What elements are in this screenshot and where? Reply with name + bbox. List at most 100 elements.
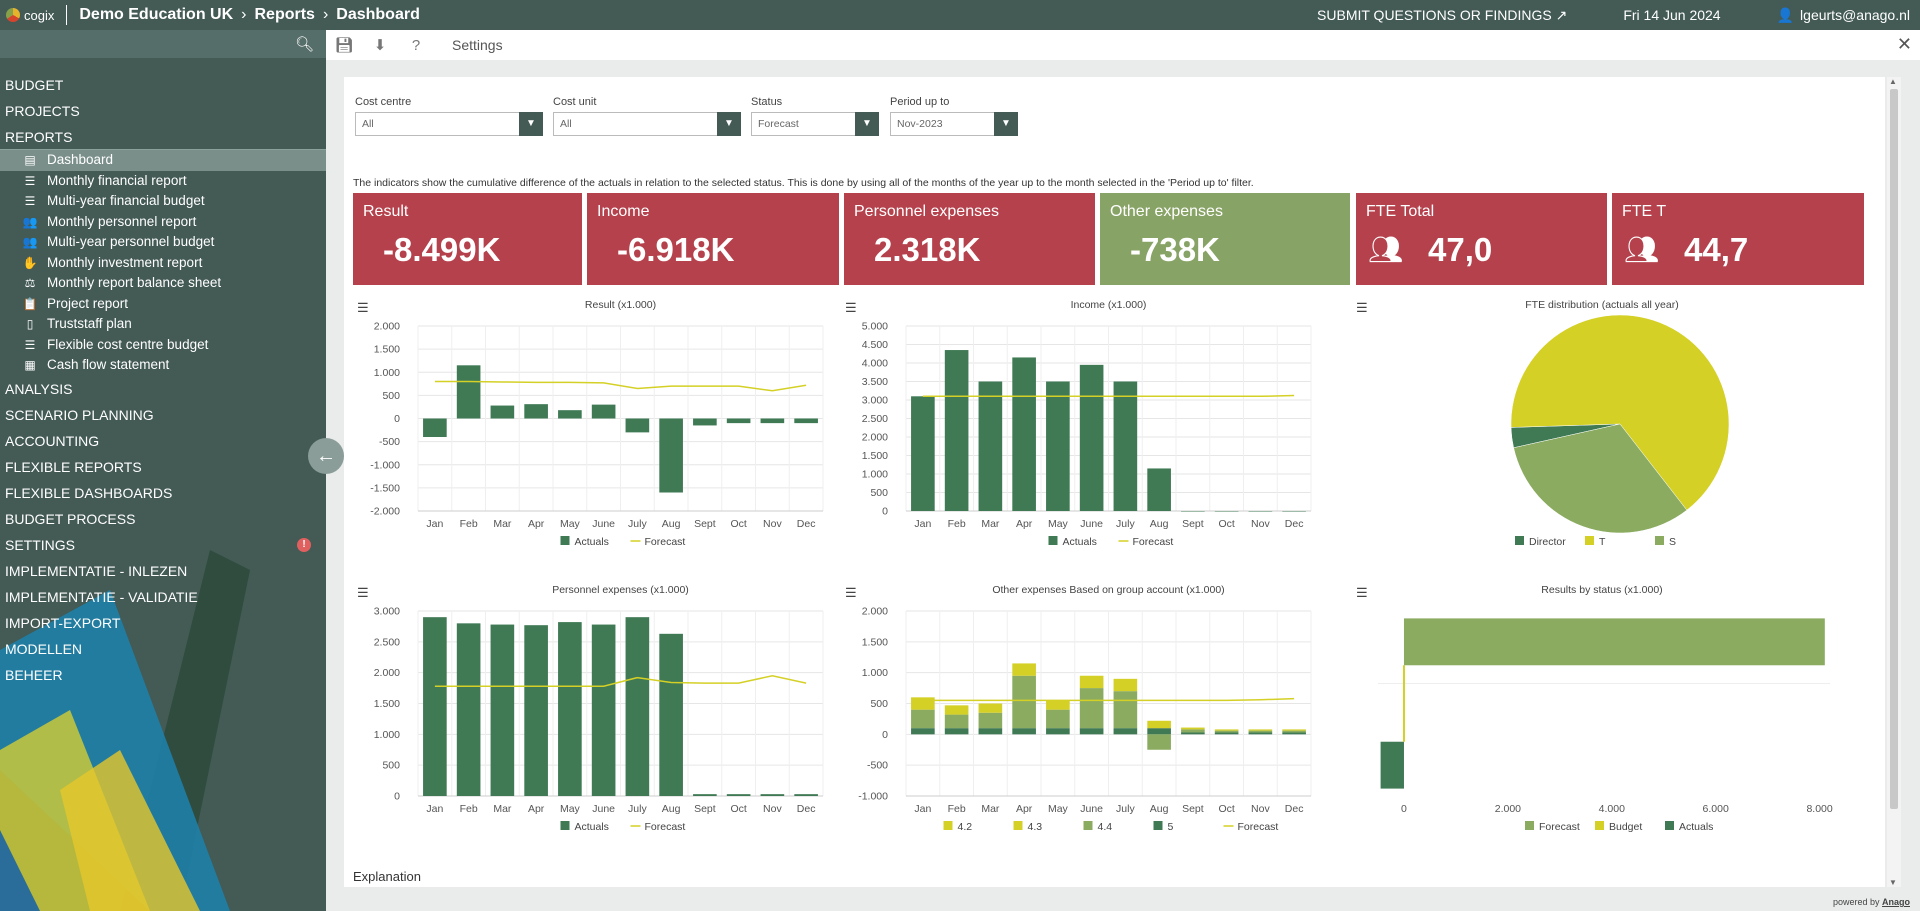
stack-bar-4-2 xyxy=(1079,675,1104,689)
sidebar-section-accounting[interactable]: ACCOUNTING xyxy=(5,432,100,449)
y-tick-label: -500 xyxy=(867,760,888,772)
sidebar-item-truststaff-plan[interactable]: ▯ Truststaff plan xyxy=(0,314,326,335)
sidebar-section-budget[interactable]: BUDGET xyxy=(5,77,64,93)
legend-label: 5 xyxy=(1168,821,1174,833)
sidebar-search-bar[interactable]: 🔍︎ xyxy=(0,30,326,58)
kpi-personnel-expenses[interactable]: Personnel expenses 2.318K xyxy=(844,193,1095,285)
sidebar-item-label: Multi-year personnel budget xyxy=(47,234,215,249)
scroll-up-icon[interactable]: ▲ xyxy=(1889,77,1897,86)
sidebar-item-multi-year-personnel-budget[interactable]: 👥 Multi-year personnel budget xyxy=(0,232,326,253)
sidebar-section-budget-process[interactable]: BUDGET PROCESS xyxy=(5,510,136,527)
sidebar-section-settings[interactable]: SETTINGS! xyxy=(0,532,326,558)
divider xyxy=(66,5,68,25)
bar-actuals xyxy=(524,404,548,419)
scroll-down-icon[interactable]: ▼ xyxy=(1889,878,1897,887)
sidebar-section-modellen[interactable]: MODELLEN xyxy=(5,640,83,657)
x-tick-label: Aug xyxy=(1150,803,1169,815)
x-tick-label: 8.000 xyxy=(1806,803,1832,815)
save-icon[interactable]: 💾︎ xyxy=(334,37,354,54)
kpi-income[interactable]: Income -6.918K xyxy=(587,193,839,285)
chart-menu-icon[interactable]: ☰ xyxy=(845,300,857,315)
external-link-icon: ↗ xyxy=(1555,6,1568,23)
sidebar-section-projects[interactable]: PROJECTS xyxy=(5,103,80,119)
sidebar-section-flexible-dashboards[interactable]: FLEXIBLE DASHBOARDS xyxy=(5,484,173,501)
kpi-fte-total[interactable]: FTE Total 👥︎ 47,0 xyxy=(1356,193,1607,285)
sidebar-item-project-report[interactable]: 📋 Project report xyxy=(0,294,326,315)
y-tick-label: 500 xyxy=(382,760,400,772)
sidebar-section-flexible-reports[interactable]: FLEXIBLE REPORTS xyxy=(5,458,142,475)
chevron-down-icon[interactable]: ▼ xyxy=(717,112,741,136)
sidebar-section-beheer[interactable]: BEHEER xyxy=(5,666,63,683)
cogix-logo[interactable]: cogix xyxy=(6,8,54,23)
stack-bar-4-4 xyxy=(1181,729,1205,733)
bar-actuals xyxy=(524,625,548,796)
sidebar-section-analysis[interactable]: ANALYSIS xyxy=(5,380,73,397)
collapse-sidebar-button[interactable]: ← xyxy=(308,438,344,474)
breadcrumb-item[interactable]: Demo Education UK xyxy=(79,6,234,23)
search-icon[interactable]: 🔍︎ xyxy=(294,36,314,53)
breadcrumb-item: Dashboard xyxy=(336,6,420,23)
sidebar-item-cash-flow-statement[interactable]: ▦ Cash flow statement xyxy=(0,355,326,376)
kpi-value: 44,7 xyxy=(1684,231,1749,268)
chevron-down-icon[interactable]: ▼ xyxy=(855,112,879,136)
chart-menu-icon[interactable]: ☰ xyxy=(1356,585,1368,600)
select-value: All xyxy=(560,118,572,130)
chart-menu-icon[interactable]: ☰ xyxy=(357,300,369,315)
chevron-right-icon: › xyxy=(322,6,329,23)
submit-findings-link[interactable]: SUBMIT QUESTIONS OR FINDINGS ↗ xyxy=(1317,6,1568,23)
legend-label: 4.3 xyxy=(1028,821,1043,833)
settings-link[interactable]: Settings xyxy=(452,37,503,53)
chart-svg: Results by status (x1.000) 0 2.000 4.000 6.0… xyxy=(1378,584,1833,833)
y-tick-label: 2.000 xyxy=(862,606,888,618)
sidebar-section-import-export[interactable]: IMPORT-EXPORT xyxy=(5,614,121,631)
x-tick-label: Nov xyxy=(1251,803,1270,815)
sidebar-section-reports[interactable]: REPORTS xyxy=(0,124,326,150)
chart-svg: Result (x1.000) 2.000 1.500 1.000 500 0 -500 -1… xyxy=(370,299,824,548)
x-tick-label: Feb xyxy=(460,518,478,530)
kpi-result[interactable]: Result -8.499K xyxy=(353,193,582,285)
help-icon[interactable]: ? xyxy=(411,36,421,54)
sidebar-section-scenario-planning[interactable]: SCENARIO PLANNING xyxy=(5,406,154,423)
sidebar-item-flexible-cost-centre-budget[interactable]: ☰ Flexible cost centre budget xyxy=(0,335,326,356)
legend-label: Forecast xyxy=(1539,821,1580,833)
user-menu[interactable]: 👤 lgeurts@anago.nl xyxy=(1777,7,1910,24)
sidebar-item-monthly-report-balance-sheet[interactable]: ⚖ Monthly report balance sheet xyxy=(0,273,326,294)
sidebar-item-monthly-investment-report[interactable]: ✋ Monthly investment report xyxy=(0,253,326,274)
scrollbar-thumb[interactable] xyxy=(1890,89,1898,809)
sidebar-section-implementatie-validatie[interactable]: IMPLEMENTATIE - VALIDATIE xyxy=(5,588,198,605)
chart-menu-icon[interactable]: ☰ xyxy=(1356,300,1368,315)
stack-bar-4-4 xyxy=(1147,734,1171,750)
y-tick-label: -1.500 xyxy=(370,482,400,494)
x-tick-label: July xyxy=(628,803,647,815)
forecast-line xyxy=(922,394,1295,398)
bar-actuals xyxy=(693,794,717,796)
chevron-down-icon[interactable]: ▼ xyxy=(519,112,543,136)
close-icon[interactable]: ✕ xyxy=(1896,34,1912,54)
forecast-line xyxy=(922,697,1295,702)
period-select[interactable]: Nov-2023 ▼ xyxy=(890,112,1018,136)
legend-marker xyxy=(1655,536,1664,545)
cost-unit-select[interactable]: All ▼ xyxy=(553,112,741,136)
x-tick-label: Mar xyxy=(493,518,512,530)
status-select[interactable]: Forecast ▼ xyxy=(751,112,879,136)
sidebar: 🔍︎ BUDGET PROJECTS REPORTS ▤ Dashboard ☰ Month… xyxy=(0,30,326,911)
breadcrumb-item[interactable]: Reports xyxy=(254,6,315,23)
sidebar-item-label: Dashboard xyxy=(47,152,114,167)
anago-link[interactable]: Anago xyxy=(1882,897,1910,907)
sidebar-item-monthly-personnel-report[interactable]: 👥 Monthly personnel report xyxy=(0,212,326,233)
y-tick-label: 5.000 xyxy=(862,321,888,333)
sidebar-section-implementatie-inlezen[interactable]: IMPLEMENTATIE - INLEZEN xyxy=(5,562,188,579)
sidebar-item-monthly-financial-report[interactable]: ☰ Monthly financial report xyxy=(0,171,326,192)
sidebar-item-dashboard[interactable]: ▤ Dashboard xyxy=(0,150,326,171)
scrollbar[interactable]: ▲ ▼ xyxy=(1887,77,1901,887)
kpi-other-expenses[interactable]: Other expenses -738K xyxy=(1100,193,1350,285)
chevron-down-icon[interactable]: ▼ xyxy=(994,112,1018,136)
cost-centre-select[interactable]: All ▼ xyxy=(355,112,543,136)
logo-text: cogix xyxy=(24,7,55,23)
chart-menu-icon[interactable]: ☰ xyxy=(845,585,857,600)
export-icon[interactable]: ⬇ xyxy=(373,37,387,54)
chart-menu-icon[interactable]: ☰ xyxy=(357,585,369,600)
chevron-right-icon: › xyxy=(241,6,247,23)
sidebar-item-multi-year-financial-budget[interactable]: ☰ Multi-year financial budget xyxy=(0,191,326,212)
kpi-fte-t[interactable]: FTE T 👥︎ 44,7 xyxy=(1612,193,1864,285)
